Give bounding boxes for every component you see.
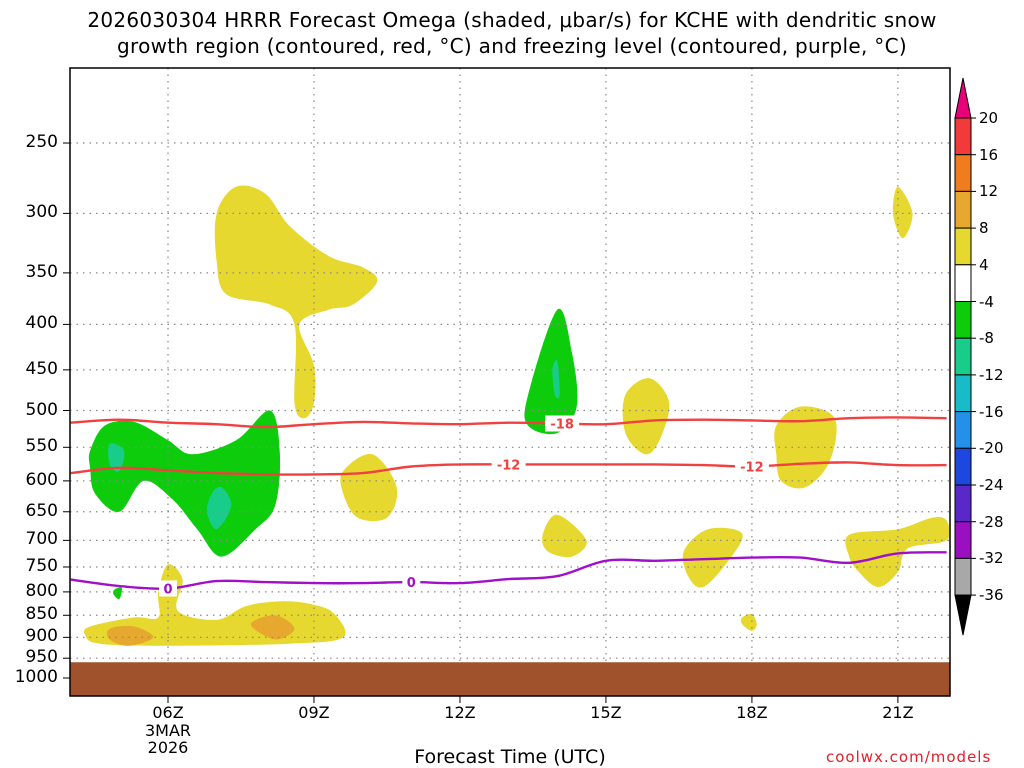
colorbar-segment: [954, 374, 972, 413]
contour-label-bg: [402, 574, 421, 591]
contour-label-bg: [734, 458, 769, 475]
colorbar-segment: [954, 301, 972, 339]
colorbar-label: 20: [979, 109, 999, 127]
y-tick-label: 400: [25, 313, 58, 334]
colorbar-segment: [954, 227, 972, 266]
omega-shaded-region: [340, 453, 398, 522]
colorbar-label: -32: [979, 549, 1004, 568]
contour-label-bg: [545, 415, 580, 432]
colorbar-label: 16: [979, 145, 999, 164]
colorbar-segment: [954, 190, 972, 229]
omega-shaded-region: [845, 516, 950, 587]
y-tick-label: 250: [25, 132, 58, 153]
y-tick-label: 950: [25, 647, 58, 668]
omega-shaded-region: [113, 587, 122, 600]
y-tick-label: 750: [25, 555, 58, 576]
contour-label-bg: [159, 580, 177, 597]
y-tick-label: 500: [25, 399, 58, 420]
omega-shaded-region: [106, 625, 154, 646]
contour-line: [70, 416, 947, 429]
colorbar-label: -24: [979, 476, 1004, 494]
plot-frame: [69, 67, 951, 697]
colorbar-segment: [954, 557, 972, 596]
contour-line: [70, 551, 947, 590]
y-tick-label: 800: [25, 580, 58, 601]
colorbar-segment: [954, 117, 972, 156]
date-label: 2026: [147, 738, 189, 757]
colorbar-label: 4: [979, 255, 989, 274]
colorbar-segment: [954, 264, 972, 302]
colorbar-segment: [954, 521, 972, 559]
colorbar-top-arrow: [954, 77, 972, 119]
x-tick-label: 06Z: [152, 703, 184, 722]
y-tick-label: 450: [25, 358, 58, 379]
x-tick-label: 21Z: [882, 703, 914, 722]
y-tick-label: 900: [25, 626, 58, 647]
colorbar-label: 12: [979, 182, 999, 201]
y-tick-label: 650: [25, 500, 58, 521]
omega-shaded-region: [250, 615, 295, 640]
chart-title-line1: 2026030304 HRRR Forecast Omega (shaded, …: [87, 8, 937, 32]
colorbar-segment: [954, 337, 972, 376]
y-tick-label: 700: [25, 529, 58, 550]
source-credit[interactable]: coolwx.com/models: [826, 748, 992, 766]
contour-label: -12: [740, 460, 764, 475]
contour-label: -12: [497, 458, 521, 473]
ground-terrain: [70, 662, 950, 696]
omega-shaded-region: [88, 410, 281, 557]
colorbar-segment: [954, 154, 972, 192]
y-tick-label: 1000: [14, 667, 58, 687]
colorbar-label: -4: [979, 292, 994, 311]
y-tick-label: 600: [25, 469, 58, 490]
y-tick-label: 850: [25, 604, 58, 625]
y-tick-label: 350: [25, 261, 58, 282]
plot-area: -12 -12 -18 0 0: [70, 68, 950, 696]
omega-shaded-region: [741, 614, 757, 631]
x-tick-label: 12Z: [444, 703, 476, 722]
colorbar-bottom-arrow: [954, 594, 972, 636]
contour-label: -18: [550, 417, 574, 432]
omega-shaded-region: [542, 514, 587, 558]
omega-shaded-region: [622, 378, 670, 455]
contour-label: 0: [163, 582, 172, 597]
colorbar-label: -20: [979, 439, 1004, 458]
date-label: 3MAR: [144, 721, 192, 740]
colorbar: [954, 77, 976, 636]
omega-shaded-region: [524, 308, 578, 435]
omega-shaded-region: [108, 443, 125, 472]
colorbar-label: -36: [979, 586, 1004, 605]
x-tick-label: 09Z: [298, 703, 330, 722]
chart-title-line2: growth region (contoured, red, °C) and f…: [117, 34, 907, 58]
x-tick-label: 15Z: [590, 703, 622, 722]
colorbar-segment: [954, 411, 972, 449]
contour-label-bg: [491, 456, 526, 473]
colorbar-label: -12: [979, 365, 1004, 384]
x-axis-title: Forecast Time (UTC): [414, 746, 606, 768]
colorbar-segment: [954, 484, 972, 523]
colorbar-label: -8: [979, 329, 994, 348]
contour-label: 0: [407, 576, 416, 591]
colorbar-segment: [954, 447, 972, 486]
colorbar-label: -16: [979, 402, 1004, 421]
omega-shaded-region: [206, 486, 232, 530]
colorbar-label: 8: [979, 219, 989, 238]
x-tick-label: 18Z: [736, 703, 768, 722]
colorbar-label: -28: [979, 512, 1004, 531]
y-tick-label: 550: [25, 436, 58, 457]
omega-shaded-region: [214, 185, 378, 419]
y-tick-label: 300: [25, 202, 58, 223]
omega-shaded-region: [892, 186, 913, 239]
